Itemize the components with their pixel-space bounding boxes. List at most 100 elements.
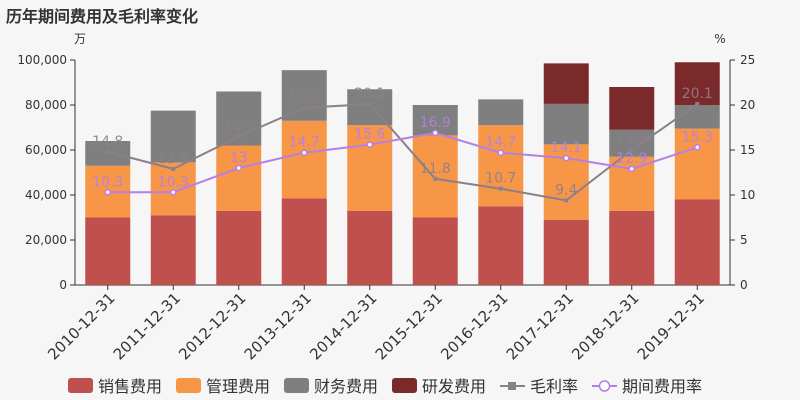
right-tick-label: 20 xyxy=(740,98,755,112)
x-tick-label: 2017-12-31 xyxy=(503,289,577,363)
data-label: 10.3 xyxy=(158,174,189,190)
data-label: 13 xyxy=(230,150,248,166)
legend-label: 管理费用 xyxy=(206,377,270,396)
data-label: 16.5 xyxy=(223,119,254,135)
bar-segment xyxy=(281,198,327,285)
line-point xyxy=(170,189,177,196)
data-label: 16.9 xyxy=(420,115,451,131)
data-label: 11.8 xyxy=(420,161,451,177)
bar-segment xyxy=(216,210,262,285)
line-point xyxy=(235,164,242,172)
x-tick-label: 2016-12-31 xyxy=(437,289,511,363)
data-label: 12.9 xyxy=(158,151,189,167)
bar-segment xyxy=(543,103,589,145)
line-point xyxy=(498,186,503,191)
bar-segment xyxy=(150,215,196,285)
legend-label: 毛利率 xyxy=(530,377,578,396)
bar-segment xyxy=(478,99,524,126)
left-tick-label: 40,000 xyxy=(25,188,67,202)
right-tick-label: 0 xyxy=(740,278,748,292)
bar-segment xyxy=(674,105,720,129)
line-point xyxy=(105,149,110,154)
left-tick-label: 60,000 xyxy=(25,143,67,157)
x-tick-label: 2014-12-31 xyxy=(306,289,380,363)
x-tick-label: 2015-12-31 xyxy=(372,289,446,363)
x-tick-label: 2019-12-31 xyxy=(634,289,708,363)
x-tick-label: 2018-12-31 xyxy=(568,289,642,363)
line-point xyxy=(367,102,372,107)
bar-segment xyxy=(347,210,393,285)
line-point xyxy=(432,129,439,137)
left-axis-unit: 万 xyxy=(74,32,86,46)
data-label: 15.6 xyxy=(354,127,385,143)
legend-label: 研发费用 xyxy=(422,377,486,396)
line-point xyxy=(171,166,176,171)
data-label: 15.3 xyxy=(682,129,713,145)
x-tick-label: 2010-12-31 xyxy=(44,289,118,363)
legend-label: 财务费用 xyxy=(314,377,378,396)
bar-segment xyxy=(347,89,393,126)
line-point xyxy=(301,149,308,156)
bar-segment xyxy=(216,145,262,211)
series-line xyxy=(107,103,698,202)
data-label: 15.0 xyxy=(616,132,647,148)
bar-segment xyxy=(609,210,655,285)
bar-segment xyxy=(609,129,655,157)
right-tick-label: 15 xyxy=(740,143,755,157)
bar-segment xyxy=(478,206,524,285)
data-label: 20.1 xyxy=(354,86,385,102)
line-point xyxy=(497,149,504,156)
chart-title: 历年期间费用及毛利率变化 xyxy=(6,7,199,26)
line-point xyxy=(433,176,438,181)
bar-segment xyxy=(609,87,655,130)
left-tick-label: 80,000 xyxy=(25,98,67,112)
data-label: 10.7 xyxy=(485,171,516,187)
bar-segment xyxy=(150,110,196,163)
x-tick-label: 2011-12-31 xyxy=(110,289,184,363)
bar-segment xyxy=(281,120,327,199)
line-point xyxy=(563,154,570,162)
series-line xyxy=(107,131,698,194)
data-label: 19.7 xyxy=(289,90,320,106)
legend-marker xyxy=(508,382,516,390)
right-tick-label: 5 xyxy=(740,233,748,247)
bar-segment xyxy=(674,62,720,105)
data-label: 12.9 xyxy=(616,151,647,167)
legend-swatch xyxy=(392,378,417,393)
line-point xyxy=(695,102,700,107)
data-label: 20.1 xyxy=(682,86,713,102)
left-tick-label: 100,000 xyxy=(17,53,67,67)
bar-segment xyxy=(543,63,589,104)
bar-segment xyxy=(412,217,458,285)
legend-swatch xyxy=(284,378,309,393)
line-point xyxy=(629,148,634,152)
line-point xyxy=(104,189,111,196)
data-label: 14.1 xyxy=(551,140,582,156)
right-tick-label: 10 xyxy=(740,188,755,202)
bar-segment xyxy=(674,128,720,200)
legend-label: 期间费用率 xyxy=(622,377,702,396)
legend-swatch xyxy=(176,378,201,393)
bar-segment xyxy=(412,135,458,218)
right-tick-label: 25 xyxy=(740,53,755,67)
bar-segment xyxy=(674,199,720,285)
line-point xyxy=(628,165,635,173)
legend-marker xyxy=(598,380,611,392)
x-tick-label: 2013-12-31 xyxy=(241,289,315,363)
line-point xyxy=(694,144,701,151)
bar-segment xyxy=(347,125,393,211)
left-tick-label: 0 xyxy=(59,278,67,292)
line-point xyxy=(302,105,307,110)
data-label: 14.7 xyxy=(289,135,320,151)
line-point xyxy=(236,134,241,139)
bar-segment xyxy=(281,70,327,121)
bar-segment xyxy=(543,219,589,285)
bar-segment xyxy=(85,217,131,285)
data-label: 14.7 xyxy=(485,135,516,151)
right-axis-unit: % xyxy=(714,32,725,46)
bar-segment xyxy=(150,162,196,216)
data-label: 14.8 xyxy=(92,134,123,150)
legend-swatch xyxy=(68,378,93,393)
legend-label: 销售费用 xyxy=(98,377,162,396)
